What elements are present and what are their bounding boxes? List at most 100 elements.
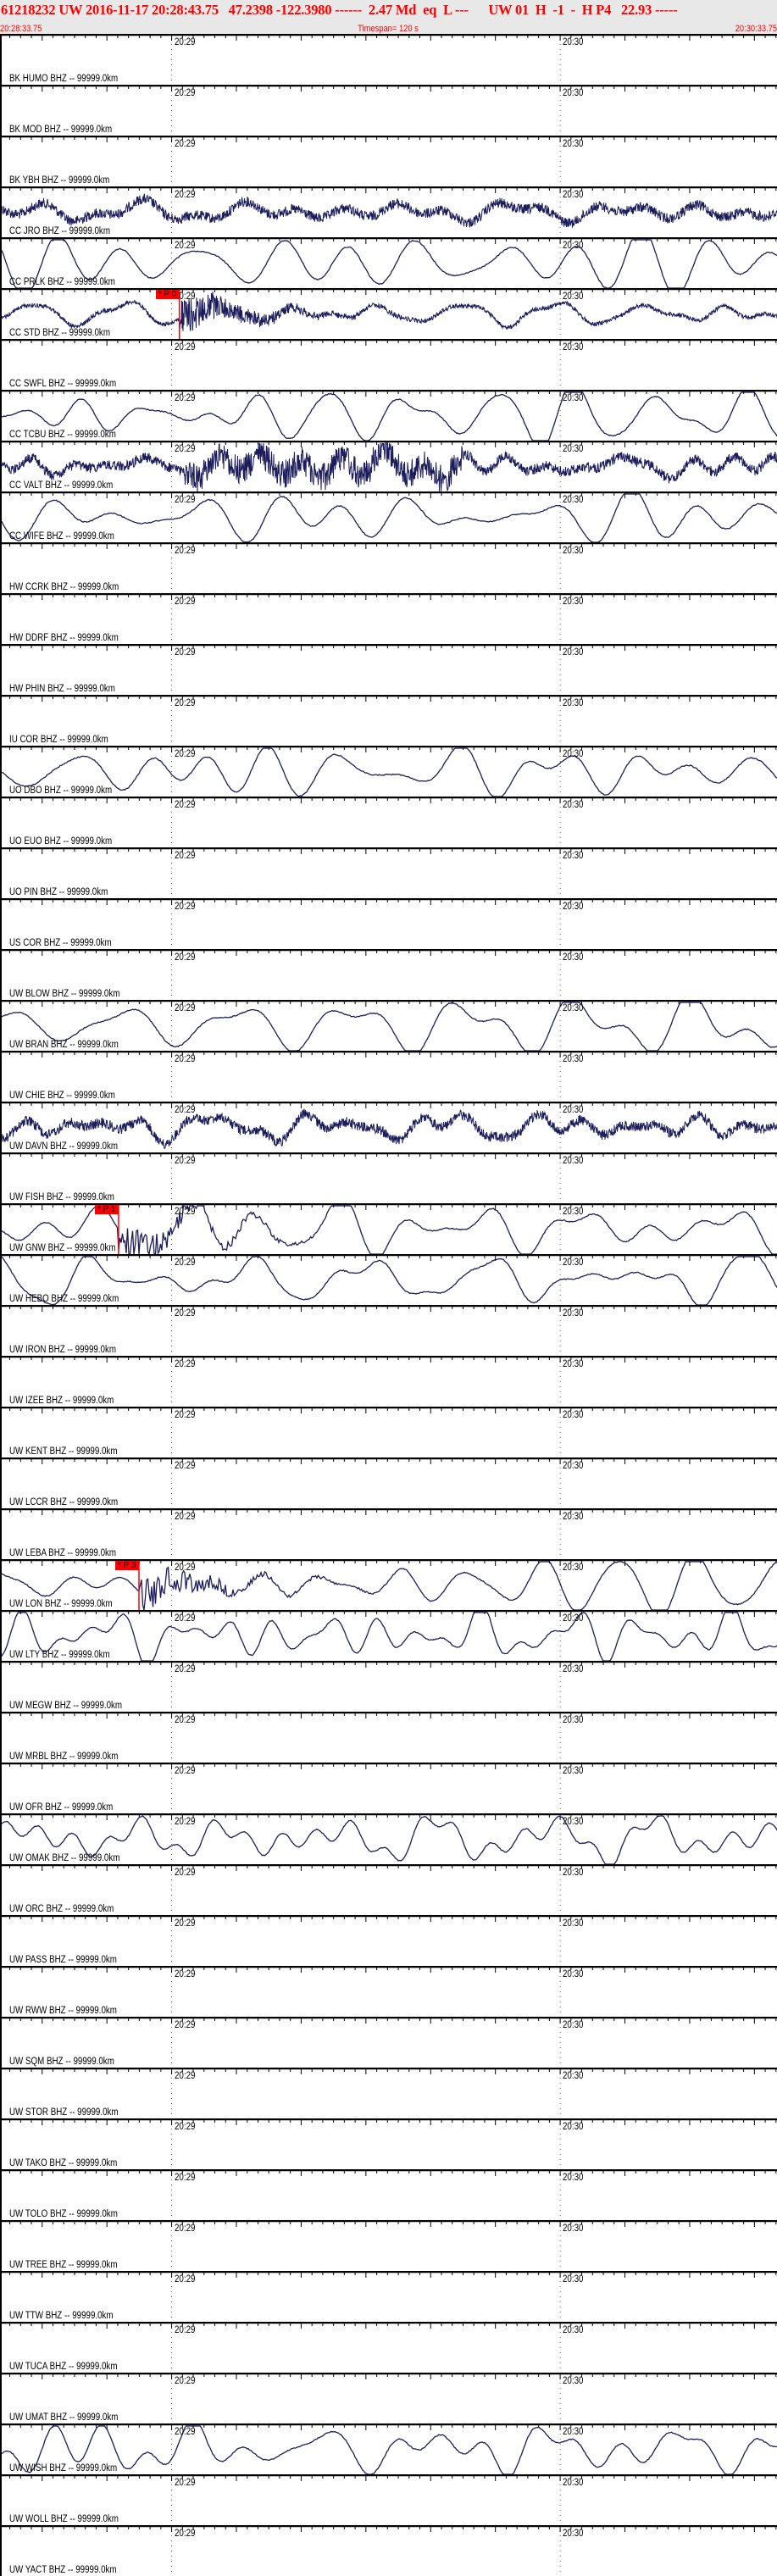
time-tick-label: 20:29: [174, 952, 196, 963]
trace-plot: [2, 1407, 777, 1457]
trace-panel[interactable]: 20:29 20:30 BK HUMO BHZ -- 99999.0km: [2, 34, 777, 85]
trace-panel[interactable]: 20:29 20:30 UO EUO BHZ -- 99999.0km: [2, 797, 777, 847]
time-tick-label: 20:29: [174, 1156, 196, 1166]
trace-panel[interactable]: 20:29 20:30 UW MRBL BHZ -- 99999.0km: [2, 1712, 777, 1763]
station-channel-label: UW IZEE BHZ -- 99999.0km: [9, 1396, 114, 1406]
trace-panel[interactable]: 20:29 20:30 UW LEBA BHZ -- 99999.0km: [2, 1508, 777, 1559]
trace-panel[interactable]: 20:29 20:30 UW TOLO BHZ -- 99999.0km: [2, 2169, 777, 2220]
time-tick-label: 20:29: [174, 647, 196, 658]
trace-panel[interactable]: 20:29 20:30 UW TUCA BHZ -- 99999.0km: [2, 2322, 777, 2373]
time-tick-label: 20:30: [563, 851, 584, 861]
time-tick-label: 20:29: [174, 546, 196, 556]
trace-panel[interactable]: 20:29 20:30 UW IZEE BHZ -- 99999.0km: [2, 1356, 777, 1407]
trace-panel[interactable]: 20:29 20:30 UW BLOW BHZ -- 99999.0km: [2, 949, 777, 1000]
trace-panel[interactable]: 20:29 20:30 UW RWW BHZ -- 99999.0km: [2, 1966, 777, 2017]
phase-pick-flag[interactable]: * P 3: [115, 1561, 139, 1570]
time-tick-label: 20:29: [174, 444, 196, 454]
trace-panel[interactable]: 20:29 20:30 IU COR BHZ -- 99999.0km: [2, 695, 777, 746]
trace-panel[interactable]: 20:29 20:30 BK YBH BHZ -- 99999.0km: [2, 136, 777, 186]
trace-plot: [2, 1712, 777, 1763]
trace-panel[interactable]: 20:29 20:30 UW LTY BHZ -- 99999.0km: [2, 1610, 777, 1661]
trace-panel[interactable]: 20:29 20:30 UW OMAK BHZ -- 99999.0km: [2, 1813, 777, 1864]
time-tick-label: 20:30: [563, 597, 584, 607]
station-channel-label: UW DAVN BHZ -- 99999.0km: [9, 1141, 119, 1152]
trace-plot: [2, 1000, 777, 1051]
trace-panel[interactable]: 20:29 20:30 HW PHIN BHZ -- 99999.0km: [2, 644, 777, 695]
time-tick-label: 20:29: [174, 1563, 196, 1573]
trace-panel[interactable]: 20:29 20:30 UW OFR BHZ -- 99999.0km: [2, 1763, 777, 1813]
trace-panel[interactable]: 20:29 20:30 UO PIN BHZ -- 99999.0km: [2, 847, 777, 898]
time-tick-label: 20:30: [563, 546, 584, 556]
trace-panel[interactable]: 20:29 20:30 CC JRO BHZ -- 99999.0km: [2, 186, 777, 237]
time-tick-label: 20:29: [174, 2223, 196, 2234]
time-tick-label: 20:30: [563, 495, 584, 505]
trace-panel[interactable]: 20:29 20:30 UW WISH BHZ -- 99999.0km: [2, 2423, 777, 2474]
trace-panel[interactable]: 20:29 20:30 UW MEGW BHZ -- 99999.0km: [2, 1661, 777, 1712]
station-channel-label: UW CHIE BHZ -- 99999.0km: [9, 1091, 115, 1101]
trace-panel[interactable]: 20:29 20:30 US COR BHZ -- 99999.0km: [2, 898, 777, 949]
station-channel-label: HW CCRK BHZ -- 99999.0km: [9, 582, 119, 592]
trace-plot: [2, 1152, 777, 1203]
trace-panel[interactable]: 20:29 20:30 CC SWFL BHZ -- 99999.0km: [2, 339, 777, 390]
trace-panel[interactable]: 20:29 20:30 * P 0 CC STD BHZ -- 99999.0km: [2, 288, 777, 339]
station-channel-label: US COR BHZ -- 99999.0km: [9, 938, 112, 948]
trace-panel[interactable]: 20:29 20:30 UW LCCR BHZ -- 99999.0km: [2, 1457, 777, 1508]
time-tick-label: 20:29: [174, 2478, 196, 2488]
trace-panel[interactable]: 20:29 20:30 UW HEBO BHZ -- 99999.0km: [2, 1254, 777, 1305]
phase-pick-flag[interactable]: * P 1: [94, 1205, 119, 1214]
trace-panel[interactable]: 20:29 20:30 UW SQM BHZ -- 99999.0km: [2, 2017, 777, 2068]
time-tick-label: 20:29: [174, 2376, 196, 2386]
station-channel-label: CC PRLK BHZ -- 99999.0km: [9, 277, 115, 287]
trace-panel[interactable]: 20:29 20:30 HW DDRF BHZ -- 99999.0km: [2, 593, 777, 644]
trace-panel[interactable]: 20:29 20:30 UW FISH BHZ -- 99999.0km: [2, 1152, 777, 1203]
trace-panel[interactable]: 20:29 20:30 UW ORC BHZ -- 99999.0km: [2, 1864, 777, 1915]
station-channel-label: HW PHIN BHZ -- 99999.0km: [9, 684, 115, 694]
event-summary-title: 61218232 UW 2016-11-17 20:28:43.75 47.23…: [1, 2, 678, 18]
time-tick-label: 20:30: [563, 342, 584, 353]
time-tick-label: 20:30: [563, 1512, 584, 1522]
trace-panel[interactable]: 20:29 20:30 UW UMAT BHZ -- 99999.0km: [2, 2373, 777, 2423]
trace-plot: [2, 1203, 777, 1254]
time-tick-label: 20:29: [174, 902, 196, 912]
trace-plot: [2, 2322, 777, 2373]
time-tick-label: 20:29: [174, 241, 196, 251]
trace-plot: [2, 1508, 777, 1559]
time-tick-label: 20:29: [174, 597, 196, 607]
time-tick-label: 20:30: [563, 749, 584, 759]
station-channel-label: UW TOLO BHZ -- 99999.0km: [9, 2209, 118, 2219]
trace-panel[interactable]: 20:29 20:30 CC PRLK BHZ -- 99999.0km: [2, 237, 777, 288]
time-tick-label: 20:30: [563, 1817, 584, 1827]
trace-panel[interactable]: 20:29 20:30 CC WIFE BHZ -- 99999.0km: [2, 491, 777, 542]
trace-panel[interactable]: 20:29 20:30 UW BRAN BHZ -- 99999.0km: [2, 1000, 777, 1051]
time-tick-label: 20:29: [174, 2122, 196, 2132]
trace-panel[interactable]: 20:29 20:30 HW CCRK BHZ -- 99999.0km: [2, 542, 777, 593]
time-tick-label: 20:30: [563, 139, 584, 149]
trace-panel[interactable]: 20:29 20:30 BK MOD BHZ -- 99999.0km: [2, 85, 777, 136]
trace-panel[interactable]: 20:29 20:30 UW TTW BHZ -- 99999.0km: [2, 2271, 777, 2322]
waveform-panels[interactable]: 20:29 20:30 BK HUMO BHZ -- 99999.0km 20:29 2…: [0, 34, 777, 2576]
trace-panel[interactable]: 20:29 20:30 UO DBO BHZ -- 99999.0km: [2, 746, 777, 797]
trace-panel[interactable]: 20:29 20:30 UW TAKO BHZ -- 99999.0km: [2, 2118, 777, 2169]
trace-panel[interactable]: 20:29 20:30 UW IRON BHZ -- 99999.0km: [2, 1305, 777, 1356]
trace-panel[interactable]: 20:29 20:30 UW YACT BHZ -- 99999.0km: [2, 2525, 777, 2576]
trace-plot: [2, 2373, 777, 2423]
trace-panel[interactable]: 20:29 20:30 UW WOLL BHZ -- 99999.0km: [2, 2474, 777, 2525]
time-tick-label: 20:29: [174, 1817, 196, 1827]
trace-panel[interactable]: 20:29 20:30 UW DAVN BHZ -- 99999.0km: [2, 1102, 777, 1152]
trace-panel[interactable]: 20:29 20:30 * P 3 UW LON BHZ -- 99999.0km: [2, 1559, 777, 1610]
trace-panel[interactable]: 20:29 20:30 UW PASS BHZ -- 99999.0km: [2, 1915, 777, 1966]
waveform-trace: [2, 291, 777, 331]
station-channel-label: UW IRON BHZ -- 99999.0km: [9, 1345, 117, 1355]
station-channel-label: UW TUCA BHZ -- 99999.0km: [9, 2362, 118, 2372]
station-channel-label: UW STOR BHZ -- 99999.0km: [9, 2107, 119, 2118]
trace-panel[interactable]: 20:29 20:30 CC TCBU BHZ -- 99999.0km: [2, 390, 777, 441]
phase-pick-flag[interactable]: * P 0: [155, 290, 180, 299]
trace-panel[interactable]: 20:29 20:30 UW KENT BHZ -- 99999.0km: [2, 1407, 777, 1457]
station-channel-label: UW LEBA BHZ -- 99999.0km: [9, 1548, 117, 1558]
trace-panel[interactable]: 20:29 20:30 CC VALT BHZ -- 99999.0km: [2, 441, 777, 491]
trace-panel[interactable]: 20:29 20:30 UW STOR BHZ -- 99999.0km: [2, 2068, 777, 2118]
trace-panel[interactable]: 20:29 20:30 * P 1 UW GNW BHZ -- 99999.0km: [2, 1203, 777, 1254]
trace-panel[interactable]: 20:29 20:30 UW TREE BHZ -- 99999.0km: [2, 2220, 777, 2271]
waveform-trace: [2, 1561, 777, 1610]
trace-panel[interactable]: 20:29 20:30 UW CHIE BHZ -- 99999.0km: [2, 1051, 777, 1102]
